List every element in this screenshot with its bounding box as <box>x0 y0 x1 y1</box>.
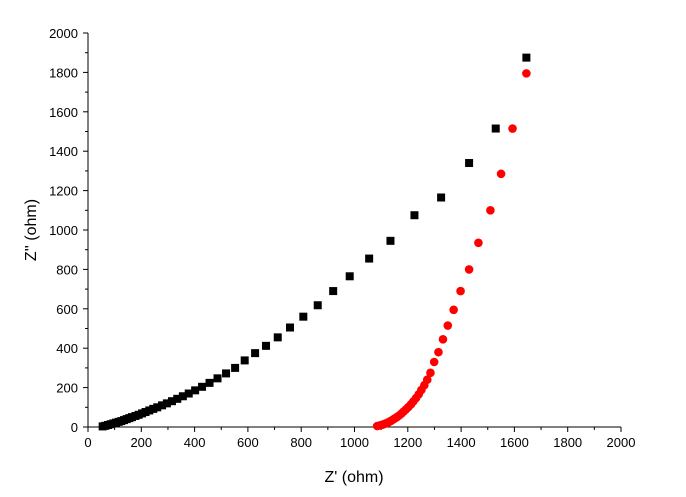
y-tick-label: 1000 <box>49 223 78 238</box>
x-tick-label: 1600 <box>500 435 529 450</box>
x-tick-label: 0 <box>84 435 91 450</box>
series-1-point <box>491 124 500 133</box>
y-tick-label: 600 <box>56 302 78 317</box>
series-1-point <box>153 403 162 412</box>
series-1-point <box>365 254 374 263</box>
series-1-point <box>231 363 240 372</box>
x-tick-label: 1400 <box>447 435 476 450</box>
series-2-point <box>522 69 531 78</box>
series-1-point <box>286 323 295 332</box>
series-1-point <box>173 394 182 403</box>
series-1-point <box>178 392 187 401</box>
series-2-point <box>434 347 443 357</box>
y-tick-label: 800 <box>56 262 78 277</box>
x-tick-label: 1800 <box>553 435 582 450</box>
series-1-point <box>465 159 474 168</box>
series-2-point <box>426 368 435 378</box>
series-1-point <box>198 382 207 391</box>
series-1-point <box>437 193 446 202</box>
y-tick-label: 1200 <box>49 184 78 199</box>
series-2-point <box>456 286 465 296</box>
tick-marks <box>83 32 622 432</box>
y-tick-label: 1800 <box>49 65 78 80</box>
series-2-point <box>508 124 517 133</box>
y-tick-label: 2000 <box>49 26 78 41</box>
y-axis-title: Z'' (ohm) <box>23 199 40 261</box>
series-1-point <box>240 356 249 365</box>
series-1-point <box>213 374 222 383</box>
x-tick-label: 800 <box>290 435 312 450</box>
series-2-point <box>486 206 495 215</box>
series-1-point <box>410 211 419 220</box>
series-1-point <box>158 401 167 410</box>
series-1-point <box>313 301 322 310</box>
series-1-point <box>299 312 308 321</box>
series-1-point <box>167 397 176 406</box>
x-tick-label: 1200 <box>393 435 422 450</box>
y-tick-label: 1600 <box>49 105 78 120</box>
data-points <box>98 53 531 431</box>
series-1-point <box>251 349 260 358</box>
series-1-point <box>345 272 354 281</box>
series-1-point <box>162 399 171 408</box>
tick-labels: 0 200 400 600 800 1000 1200 1400 1600 1800 2000 0 20… <box>49 26 635 450</box>
series-1-point <box>273 333 282 342</box>
x-tick-label: 400 <box>184 435 206 450</box>
series-2-point <box>443 321 453 330</box>
series-1-point <box>222 369 231 378</box>
series-2-point <box>438 335 448 344</box>
series-2-point <box>429 357 439 367</box>
series-1-point <box>205 378 214 387</box>
series-2-point <box>474 238 483 248</box>
series-2-point <box>449 305 458 315</box>
series-1-point <box>329 287 338 296</box>
y-tick-label: 0 <box>71 420 78 435</box>
series-1-point <box>191 386 200 395</box>
series-1-point <box>386 236 395 245</box>
series-2-point <box>496 169 506 179</box>
y-tick-label: 1400 <box>49 144 78 159</box>
series-2-point <box>422 375 432 385</box>
series-1-point <box>262 341 271 350</box>
x-tick-label: 1000 <box>340 435 369 450</box>
series-1-point <box>184 389 193 398</box>
y-tick-label: 200 <box>56 381 78 396</box>
x-tick-label: 600 <box>237 435 259 450</box>
x-axis-title: Z' (ohm) <box>324 469 383 486</box>
y-tick-label: 400 <box>56 341 78 356</box>
x-tick-label: 200 <box>130 435 152 450</box>
x-tick-label: 2000 <box>607 435 636 450</box>
series-2-point <box>464 265 474 274</box>
series-1-point <box>522 53 531 62</box>
